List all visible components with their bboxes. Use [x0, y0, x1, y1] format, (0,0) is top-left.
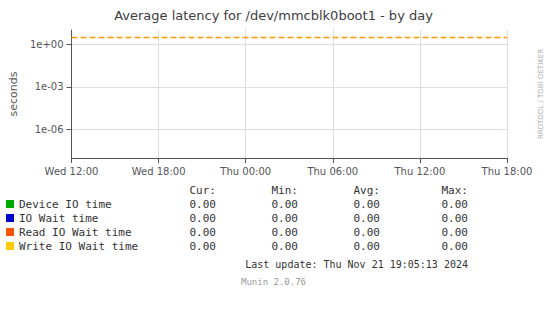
svg-text:0.00: 0.00 [354, 198, 381, 211]
svg-text:0.00: 0.00 [272, 212, 299, 225]
svg-text:Write IO Wait time: Write IO Wait time [19, 240, 138, 253]
svg-text:0.00: 0.00 [272, 240, 299, 253]
svg-text:Device IO time: Device IO time [19, 198, 112, 211]
svg-text:0.00: 0.00 [272, 226, 299, 239]
svg-text:IO Wait time: IO Wait time [19, 212, 98, 225]
svg-text:0.00: 0.00 [442, 226, 469, 239]
svg-text:1e-03: 1e-03 [35, 81, 64, 92]
svg-text:0.00: 0.00 [190, 198, 217, 211]
svg-text:0.00: 0.00 [272, 198, 299, 211]
svg-text:Last update: Thu Nov 21 19:05:: Last update: Thu Nov 21 19:05:13 2024 [245, 259, 468, 270]
svg-text:0.00: 0.00 [190, 226, 217, 239]
svg-text:0.00: 0.00 [190, 240, 217, 253]
svg-text:Wed 12:00: Wed 12:00 [45, 166, 99, 177]
svg-text:Thu 06:00: Thu 06:00 [306, 166, 358, 177]
svg-text:0.00: 0.00 [354, 240, 381, 253]
svg-text:Thu 00:00: Thu 00:00 [219, 166, 271, 177]
svg-text:Thu 12:00: Thu 12:00 [394, 166, 446, 177]
svg-text:0.00: 0.00 [354, 212, 381, 225]
svg-text:Average latency for /dev/mmcbl: Average latency for /dev/mmcblk0boot1 - … [114, 8, 433, 23]
svg-text:Cur:: Cur: [190, 184, 217, 197]
svg-text:RRDTOOL / TOBI OETIKER: RRDTOOL / TOBI OETIKER [537, 49, 545, 139]
svg-text:0.00: 0.00 [442, 212, 469, 225]
svg-text:0.00: 0.00 [190, 212, 217, 225]
svg-text:0.00: 0.00 [354, 226, 381, 239]
svg-text:Thu 18:00: Thu 18:00 [481, 166, 533, 177]
svg-text:Avg:: Avg: [354, 184, 381, 197]
svg-text:1e-06: 1e-06 [35, 124, 64, 135]
svg-text:Munin 2.0.76: Munin 2.0.76 [241, 277, 306, 287]
svg-text:Min:: Min: [272, 184, 299, 197]
svg-text:1e+00: 1e+00 [30, 39, 64, 50]
svg-text:0.00: 0.00 [442, 198, 469, 211]
svg-text:Max:: Max: [442, 184, 469, 197]
svg-text:0.00: 0.00 [442, 240, 469, 253]
svg-text:seconds: seconds [7, 71, 20, 116]
svg-text:Wed 18:00: Wed 18:00 [132, 166, 186, 177]
svg-text:Read IO Wait time: Read IO Wait time [19, 226, 132, 239]
